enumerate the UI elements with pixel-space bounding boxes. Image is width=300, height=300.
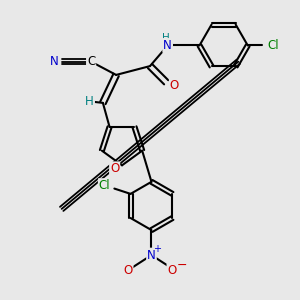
Text: N: N <box>163 39 172 52</box>
Text: Cl: Cl <box>267 39 279 52</box>
Text: O: O <box>110 162 119 175</box>
Text: O: O <box>170 79 179 92</box>
Text: O: O <box>123 264 133 277</box>
Text: +: + <box>153 244 161 254</box>
Text: N: N <box>50 55 59 68</box>
Text: Cl: Cl <box>99 179 110 192</box>
Text: N: N <box>147 249 156 262</box>
Text: H: H <box>85 95 94 108</box>
Text: O: O <box>167 264 177 277</box>
Text: −: − <box>176 259 187 272</box>
Text: C: C <box>87 55 95 68</box>
Text: H: H <box>162 33 170 43</box>
